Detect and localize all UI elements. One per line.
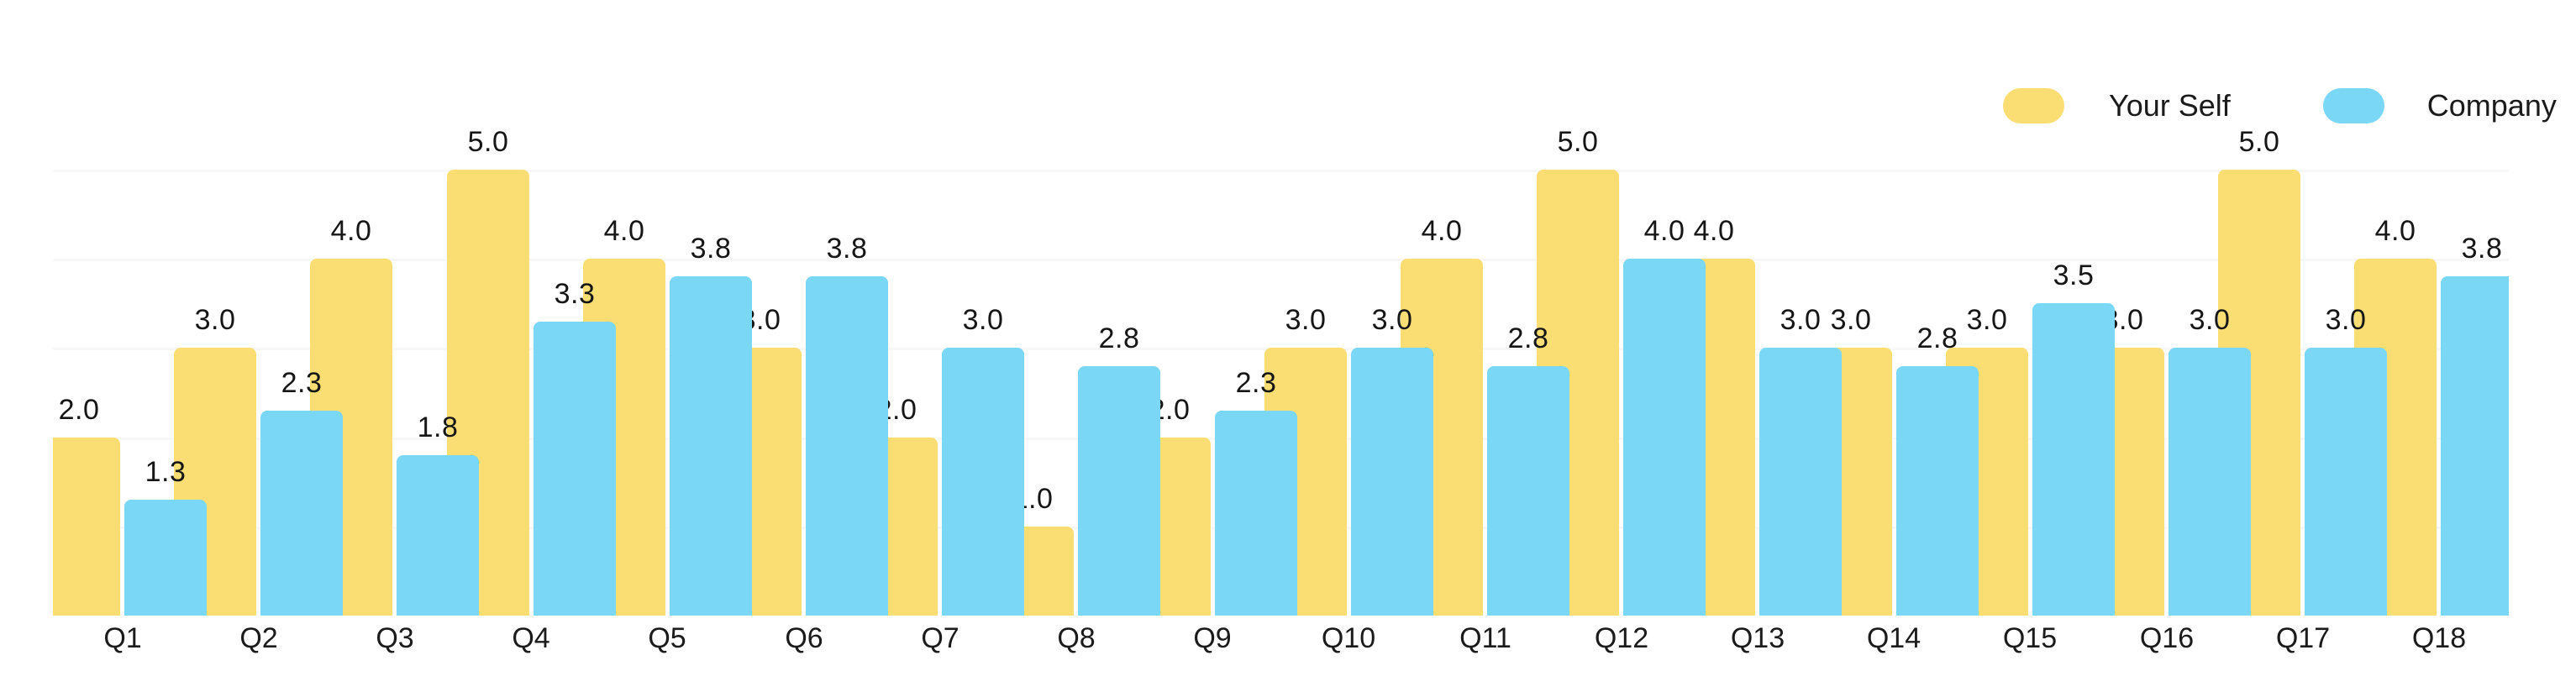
bar-company-q8[interactable]: [1078, 366, 1160, 616]
bar-company-q5[interactable]: [670, 276, 752, 616]
value-label-your-self-q2: 3.0: [194, 304, 236, 336]
x-tick-label-q18: Q18: [2411, 622, 2467, 654]
bar-company-q7[interactable]: [942, 348, 1024, 616]
value-label-company-q6: 3.8: [826, 233, 868, 265]
value-label-company-q3: 1.8: [417, 412, 459, 443]
bar-company-q15[interactable]: [2032, 303, 2115, 616]
legend-swatch-your-self[interactable]: [2003, 87, 2064, 123]
value-label-your-self-q17: 5.0: [2238, 126, 2280, 158]
value-label-company-q15: 3.5: [2053, 260, 2095, 291]
value-label-company-q17: 3.0: [2325, 304, 2367, 336]
x-tick-label-q14: Q14: [1866, 622, 1921, 654]
value-label-your-self-q18: 4.0: [2374, 215, 2416, 247]
bar-company-q18[interactable]: [2441, 276, 2509, 616]
value-label-company-q7: 3.0: [962, 304, 1004, 336]
value-label-company-q1: 1.3: [145, 456, 187, 488]
bar-company-q12[interactable]: [1623, 259, 1706, 616]
value-label-your-self-q3: 4.0: [330, 215, 372, 247]
value-label-your-self-q10: 3.0: [1285, 304, 1327, 336]
value-label-company-q14: 2.8: [1916, 322, 1958, 354]
x-tick-label-q7: Q7: [921, 622, 959, 654]
value-label-your-self-q13: 4.0: [1693, 215, 1735, 247]
value-label-company-q5: 3.8: [690, 233, 732, 265]
value-label-company-q13: 3.0: [1780, 304, 1822, 336]
bar-your-self-q1[interactable]: [53, 438, 120, 616]
x-tick-label-q13: Q13: [1730, 622, 1785, 654]
value-label-company-q18: 3.8: [2461, 233, 2503, 265]
bar-company-q6[interactable]: [806, 276, 888, 616]
legend: Your Self Company: [2003, 87, 2557, 123]
bar-company-q11[interactable]: [1487, 366, 1569, 616]
bar-company-q1[interactable]: [124, 500, 207, 616]
plot-area: 2.0 1.3 3.0 2.3 4.0 1.8 5.0 3.3 4.0 3.8 3.0 3.8 2.0 3…: [53, 0, 2509, 692]
bar-company-q4[interactable]: [534, 322, 616, 616]
bar-company-q13[interactable]: [1759, 348, 1842, 616]
legend-swatch-company[interactable]: [2322, 87, 2384, 123]
bar-company-q9[interactable]: [1215, 411, 1297, 616]
value-label-company-q2: 2.3: [281, 367, 323, 399]
x-axis: Q1 Q2 Q3 Q4 Q5 Q6 Q7 Q8 Q9 Q10 Q11 Q12 Q13 Q14 Q15 Q16 Q…: [53, 623, 2509, 661]
x-tick-label-q17: Q17: [2275, 622, 2331, 654]
x-tick-label-q16: Q16: [2139, 622, 2195, 654]
value-label-your-self-q12: 5.0: [1557, 126, 1599, 158]
value-label-company-q10: 3.0: [1371, 304, 1413, 336]
value-label-company-q9: 2.3: [1235, 367, 1277, 399]
x-tick-label-q11: Q11: [1459, 622, 1511, 654]
x-tick-label-q2: Q2: [239, 622, 278, 654]
value-label-your-self-q4: 5.0: [467, 126, 509, 158]
x-tick-label-q6: Q6: [785, 622, 823, 654]
gridline: [53, 170, 2509, 172]
value-label-your-self-q14: 3.0: [1830, 304, 1872, 336]
gridline: [53, 259, 2509, 261]
bar-company-q2[interactable]: [260, 411, 343, 616]
x-tick-label-q12: Q12: [1594, 622, 1649, 654]
value-label-company-q12: 4.0: [1643, 215, 1685, 247]
bar-company-q17[interactable]: [2305, 348, 2387, 616]
value-label-your-self-q1: 2.0: [58, 394, 100, 426]
bar-company-q14[interactable]: [1896, 366, 1979, 616]
value-label-company-q16: 3.0: [2189, 304, 2231, 336]
x-tick-label-q5: Q5: [648, 622, 686, 654]
x-tick-label-q8: Q8: [1057, 622, 1096, 654]
bar-company-q10[interactable]: [1351, 348, 1433, 616]
value-label-company-q8: 2.8: [1098, 322, 1140, 354]
value-label-your-self-q5: 4.0: [603, 215, 645, 247]
x-tick-label-q1: Q1: [103, 622, 142, 654]
value-label-company-q4: 3.3: [554, 278, 596, 310]
legend-label-your-self[interactable]: Your Self: [2109, 87, 2231, 123]
value-label-your-self-q11: 4.0: [1421, 215, 1463, 247]
value-label-your-self-q15: 3.0: [1966, 304, 2008, 336]
x-tick-label-q10: Q10: [1321, 622, 1376, 654]
x-tick-label-q15: Q15: [2002, 622, 2058, 654]
bar-company-q3[interactable]: [397, 455, 479, 616]
x-tick-label-q4: Q4: [512, 622, 550, 654]
value-label-company-q11: 2.8: [1507, 322, 1549, 354]
x-tick-label-q3: Q3: [376, 622, 414, 654]
legend-label-company[interactable]: Company: [2426, 87, 2557, 123]
bar-company-q16[interactable]: [2169, 348, 2251, 616]
x-tick-label-q9: Q9: [1193, 622, 1232, 654]
